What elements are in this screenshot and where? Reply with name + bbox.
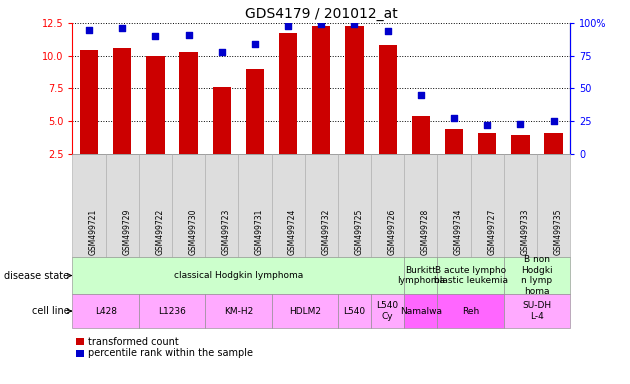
Point	[250, 41, 260, 47]
Text: GSM499725: GSM499725	[355, 209, 364, 255]
Bar	[80, 50, 98, 154]
Text: L540: L540	[343, 306, 365, 316]
Bar	[279, 33, 297, 154]
Text: GSM499735: GSM499735	[554, 209, 563, 255]
Point	[482, 122, 492, 128]
Text: classical Hodgkin lymphoma: classical Hodgkin lymphoma	[174, 271, 303, 280]
Point	[416, 92, 426, 98]
Text: B acute lympho
blastic leukemia: B acute lympho blastic leukemia	[433, 266, 508, 285]
Text: transformed count: transformed count	[88, 337, 178, 347]
Text: Reh: Reh	[462, 306, 479, 316]
Text: SU-DH
L-4: SU-DH L-4	[522, 301, 551, 321]
Bar	[345, 26, 364, 154]
Point	[449, 115, 459, 121]
Bar	[146, 56, 164, 154]
Text: GSM499723: GSM499723	[222, 209, 231, 255]
Text: GSM499724: GSM499724	[288, 209, 297, 255]
Text: GSM499726: GSM499726	[387, 209, 397, 255]
Text: GSM499730: GSM499730	[188, 209, 198, 255]
Text: B non
Hodgki
n lymp
homa: B non Hodgki n lymp homa	[521, 255, 553, 296]
Text: L540
Cy: L540 Cy	[377, 301, 399, 321]
Text: percentile rank within the sample: percentile rank within the sample	[88, 348, 253, 358]
Bar	[478, 133, 496, 154]
Bar	[246, 69, 264, 154]
Point	[549, 118, 559, 124]
Title: GDS4179 / 201012_at: GDS4179 / 201012_at	[245, 7, 398, 21]
Text: KM-H2: KM-H2	[224, 306, 253, 316]
Bar	[445, 129, 463, 154]
Bar	[379, 45, 397, 154]
Point	[217, 49, 227, 55]
Text: disease state: disease state	[4, 270, 69, 281]
Bar	[312, 26, 330, 154]
Text: HDLM2: HDLM2	[289, 306, 321, 316]
Point	[183, 32, 193, 38]
Bar	[113, 48, 131, 154]
Text: GSM499729: GSM499729	[122, 209, 131, 255]
Text: GSM499733: GSM499733	[520, 209, 529, 255]
Text: GSM499722: GSM499722	[156, 209, 164, 255]
Text: Burkitt
lymphoma: Burkitt lymphoma	[397, 266, 445, 285]
Text: GSM499728: GSM499728	[421, 209, 430, 255]
Text: GSM499734: GSM499734	[454, 209, 463, 255]
Bar	[544, 133, 563, 154]
Text: cell line: cell line	[32, 306, 69, 316]
Point	[84, 26, 94, 33]
Bar	[512, 135, 529, 154]
Text: GSM499727: GSM499727	[487, 209, 496, 255]
Bar	[213, 87, 231, 154]
Point	[117, 25, 127, 31]
Text: L1236: L1236	[158, 306, 186, 316]
Point	[515, 121, 525, 127]
Bar	[180, 52, 198, 154]
Point	[350, 21, 360, 27]
Point	[151, 33, 161, 39]
Text: GSM499732: GSM499732	[321, 209, 330, 255]
Text: Namalwa: Namalwa	[400, 306, 442, 316]
Text: L428: L428	[94, 306, 117, 316]
Point	[283, 23, 293, 29]
Point	[382, 28, 392, 34]
Text: GSM499721: GSM499721	[89, 209, 98, 255]
Text: GSM499731: GSM499731	[255, 209, 264, 255]
Bar	[412, 116, 430, 154]
Point	[316, 21, 326, 27]
